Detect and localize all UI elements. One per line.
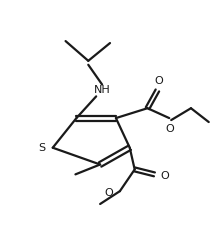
Text: NH: NH: [94, 86, 110, 96]
Text: O: O: [166, 124, 175, 134]
Text: O: O: [160, 171, 169, 181]
Text: O: O: [154, 76, 163, 86]
Text: S: S: [39, 143, 46, 153]
Text: O: O: [104, 188, 113, 198]
